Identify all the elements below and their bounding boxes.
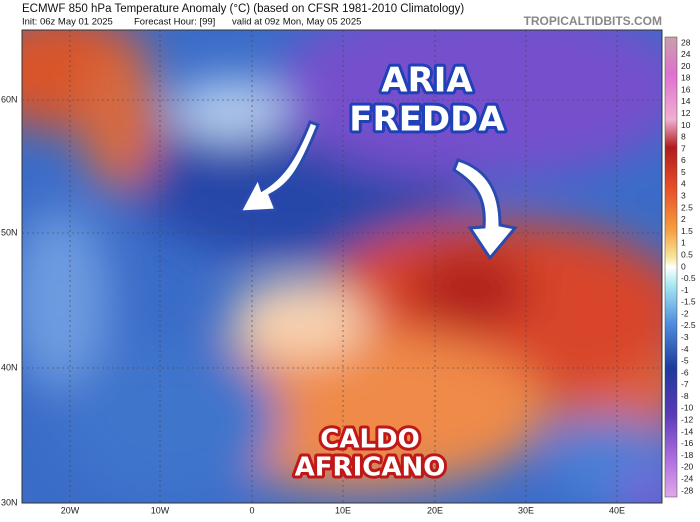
colorbar-label: 14 — [681, 96, 691, 106]
colorbar-label: -6 — [681, 367, 689, 377]
colorbar-label: -3 — [681, 332, 689, 342]
lon-label: 10E — [335, 505, 351, 515]
colorbar-label: -8 — [681, 391, 689, 401]
annotation: CALDO — [320, 425, 419, 455]
lon-label: 20W — [61, 505, 80, 515]
forecast-hour: Forecast Hour: [99] — [134, 17, 215, 28]
colorbar-label: 12 — [681, 108, 691, 118]
lon-label: 40E — [609, 505, 625, 515]
colorbar-label: 5 — [681, 167, 686, 177]
colorbar-label: 20 — [681, 61, 691, 71]
colorbar-label: -16 — [681, 438, 694, 448]
colorbar-label: -28 — [681, 485, 694, 495]
colorbar-label: 2 — [681, 214, 686, 224]
colorbar-label: -14 — [681, 426, 694, 436]
colorbar-label: 3 — [681, 191, 686, 201]
colorbar-label: 0 — [681, 261, 686, 271]
colorbar-label: -5 — [681, 356, 689, 366]
colorbar-label: -12 — [681, 415, 694, 425]
colorbar-label: -2.5 — [681, 320, 696, 330]
colorbar-label: 16 — [681, 84, 691, 94]
init-time: Init: 06z May 01 2025 — [22, 17, 113, 28]
colorbar-label: 18 — [681, 73, 691, 83]
colorbar-label: -1 — [681, 285, 689, 295]
colorbar-label: 1.5 — [681, 226, 693, 236]
colorbar-label: 0.5 — [681, 249, 693, 259]
colorbar-label: 10 — [681, 120, 691, 130]
colorbar — [664, 36, 678, 498]
title: ECMWF 850 hPa Temperature Anomaly (°C) (… — [22, 3, 464, 15]
colorbar-label: -20 — [681, 462, 694, 472]
colorbar-label: -24 — [681, 473, 694, 483]
lat-label: 30N — [1, 497, 18, 507]
colorbar-label: -4 — [681, 344, 689, 354]
lon-label: 30E — [518, 505, 534, 515]
colorbar-label: 4 — [681, 179, 686, 189]
colorbar-label: -18 — [681, 450, 694, 460]
arrow — [237, 120, 320, 214]
colorbar-label: 2.5 — [681, 202, 693, 212]
colorbar-label: 6 — [681, 155, 686, 165]
map-field — [22, 30, 662, 503]
colorbar-label: -2 — [681, 308, 689, 318]
annotation: ARIA — [381, 61, 473, 101]
lat-label: 50N — [1, 227, 18, 237]
colorbar-label: -0.5 — [681, 273, 696, 283]
site-name: TROPICALTIDBITS.COM — [524, 14, 662, 28]
colorbar-label: -1.5 — [681, 297, 696, 307]
annotation: FREDDA — [349, 100, 505, 140]
lat-label: 60N — [1, 94, 18, 104]
colorbar-label: 24 — [681, 49, 691, 59]
colorbar-label: -7 — [681, 379, 689, 389]
lon-label: 20E — [427, 505, 443, 515]
annotation: AFRICANO — [295, 453, 446, 483]
lon-label: 10W — [151, 505, 170, 515]
colorbar-label: 28 — [681, 37, 691, 47]
colorbar-label: 1 — [681, 238, 686, 248]
colorbar-label: -10 — [681, 403, 694, 413]
valid-time: valid at 09z Mon, May 05 2025 — [232, 17, 361, 28]
arrow — [452, 158, 518, 261]
colorbar-label: 8 — [681, 132, 686, 142]
lon-label: 0 — [249, 505, 254, 515]
colorbar-label: 7 — [681, 143, 686, 153]
map-frame — [21, 29, 663, 504]
lat-label: 40N — [1, 362, 18, 372]
